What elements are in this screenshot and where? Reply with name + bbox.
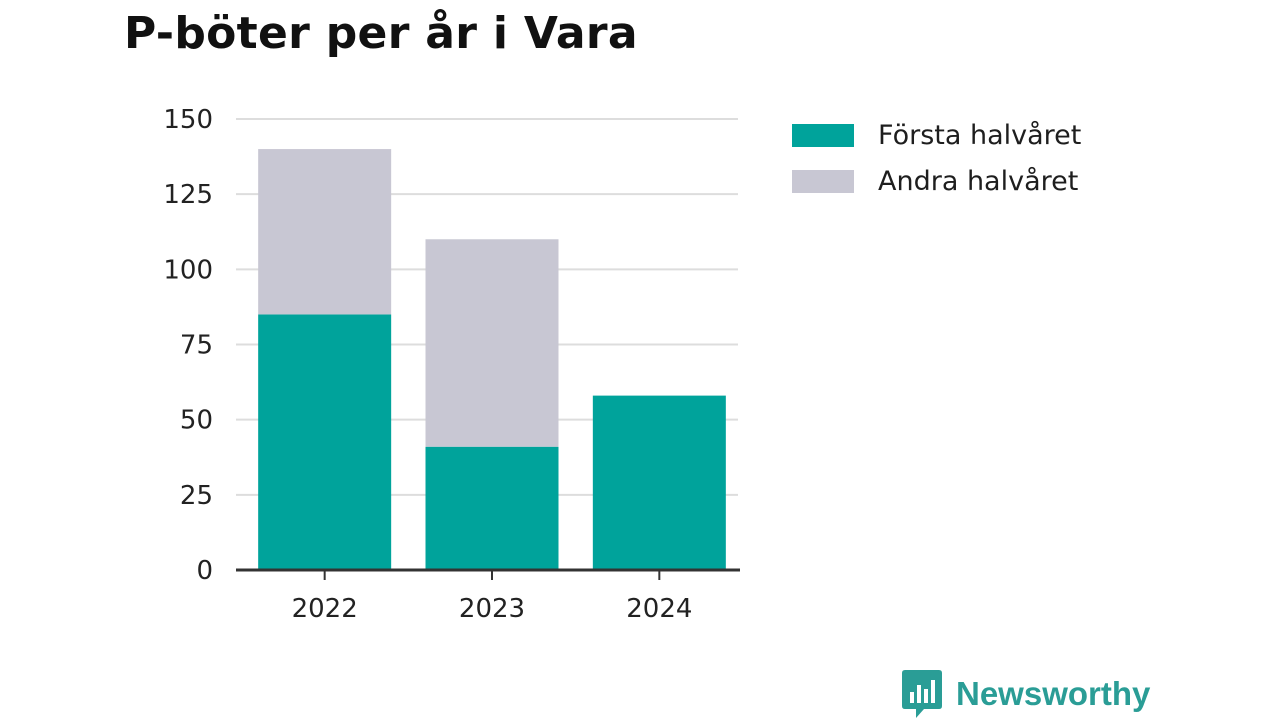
y-tick-label: 75 bbox=[180, 331, 213, 361]
y-tick-label: 100 bbox=[163, 255, 213, 285]
legend-label-first-half: Första halvåret bbox=[878, 119, 1082, 151]
bar-2023-first-half bbox=[425, 446, 559, 570]
legend-swatch-first-half bbox=[792, 123, 854, 147]
bar-2022-second-half bbox=[258, 149, 392, 315]
x-tick-label: 2024 bbox=[626, 594, 692, 624]
y-tick-label: 25 bbox=[180, 481, 213, 511]
legend-item-second-half: Andra halvåret bbox=[792, 158, 1081, 204]
legend-swatch-second-half bbox=[792, 169, 854, 193]
newsworthy-logo: Newsworthy bbox=[902, 670, 1150, 718]
y-tick-label: 125 bbox=[163, 180, 213, 210]
bar-2024-first-half bbox=[592, 395, 726, 570]
chart-title: P-böter per år i Vara bbox=[124, 8, 638, 59]
y-tick-label: 0 bbox=[196, 556, 213, 586]
x-tick-label: 2023 bbox=[459, 594, 525, 624]
y-tick-label: 50 bbox=[180, 406, 213, 436]
newsworthy-logo-text: Newsworthy bbox=[956, 675, 1151, 712]
legend: Första halvåret Andra halvåret bbox=[792, 112, 1081, 204]
legend-label-second-half: Andra halvåret bbox=[878, 165, 1079, 197]
y-tick-label: 150 bbox=[163, 105, 213, 135]
x-tick-label: 2022 bbox=[292, 594, 358, 624]
bar-2022-first-half bbox=[258, 314, 392, 570]
bar-chart: 0 25 50 75 100 125 150 2022 2023 2024 bbox=[163, 105, 740, 624]
legend-item-first-half: Första halvåret bbox=[792, 112, 1081, 158]
newsworthy-logo-icon bbox=[902, 670, 942, 718]
bar-2023-second-half bbox=[425, 239, 559, 447]
